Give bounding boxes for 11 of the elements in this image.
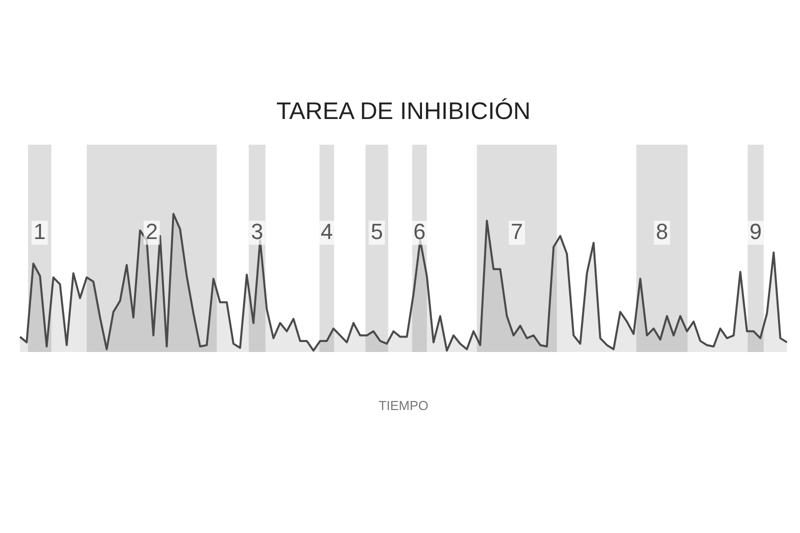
x-axis-title: TIEMPO xyxy=(378,398,428,413)
annotation: 9 xyxy=(750,218,762,244)
annotation: 7 xyxy=(510,218,524,244)
annotation: 1 xyxy=(34,218,46,244)
annotation: 5 xyxy=(370,218,383,244)
annotation: 6 xyxy=(413,218,426,244)
annotation: 3 xyxy=(250,218,264,244)
chart-title: TAREA DE INHIBICIÓN xyxy=(276,98,531,126)
annotation: 2 xyxy=(146,218,158,244)
annotation: 4 xyxy=(320,218,333,244)
annotation: 8 xyxy=(656,218,668,244)
